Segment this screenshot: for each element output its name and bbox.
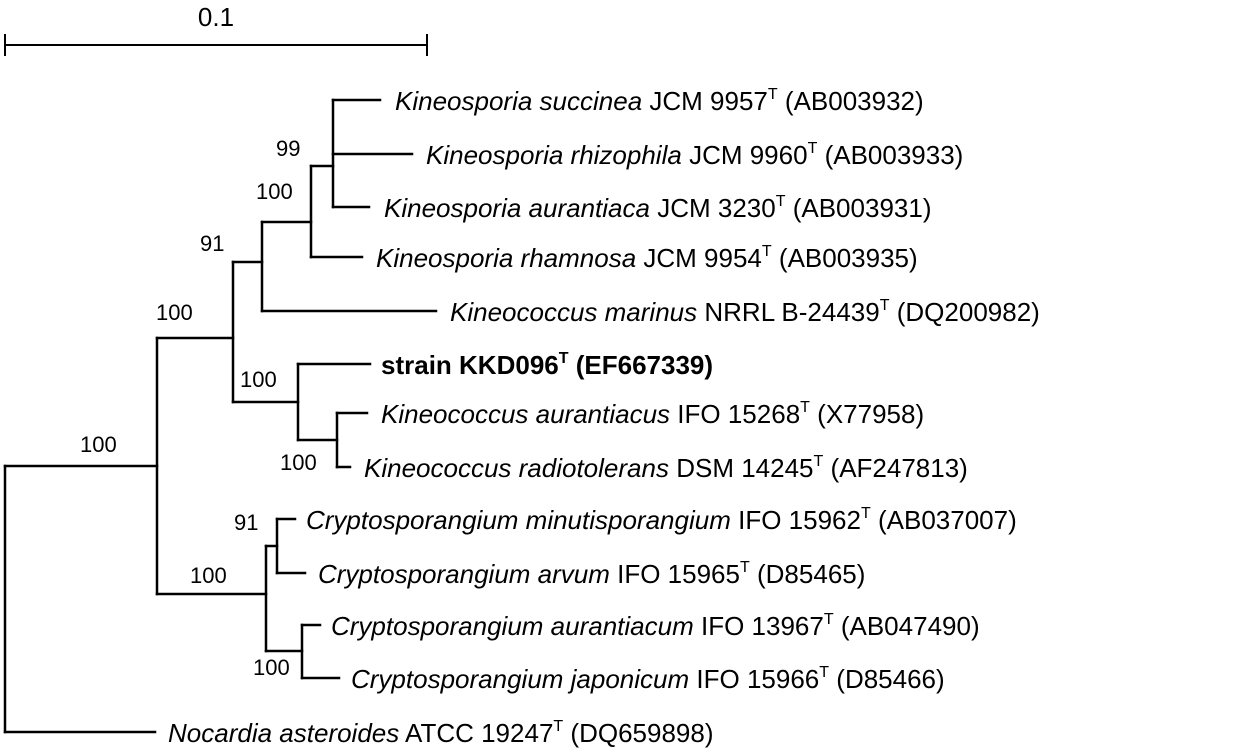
bootstrap-value: 100 — [280, 450, 317, 475]
bootstrap-value: 91 — [200, 231, 224, 256]
bootstrap-value: 99 — [276, 136, 300, 161]
bootstrap-value: 100 — [156, 300, 193, 325]
taxon-label: Cryptosporangium arvum IFO 15965T (D8546… — [318, 559, 865, 589]
taxon-label: Cryptosporangium japonicum IFO 15966T (D… — [351, 664, 945, 694]
bootstrap-values: 99 100 91 100 100 100 100 91 100 100 — [80, 136, 317, 680]
terminal-branches — [3, 98, 438, 734]
taxon-label: Kineosporia rhizophila JCM 9960T (AB0039… — [426, 140, 963, 170]
bootstrap-value: 100 — [240, 367, 277, 392]
scale-bar: 0.1 — [4, 2, 428, 56]
bootstrap-value: 100 — [80, 432, 117, 457]
taxon-label: Cryptosporangium minutisporangium IFO 15… — [306, 505, 1017, 535]
taxon-label-strain-kkd096: strain KKD096T (EF667339) — [381, 350, 713, 380]
taxon-label: Kineosporia rhamnosa JCM 9954T (AB003935… — [376, 243, 918, 273]
taxon-label: Kineosporia succinea JCM 9957T (AB003932… — [395, 86, 924, 116]
bootstrap-value: 100 — [253, 655, 290, 680]
bootstrap-value: 91 — [234, 510, 258, 535]
taxon-label: Kineococcus marinus NRRL B-24439T (DQ200… — [450, 297, 1040, 327]
taxon-labels: Kineosporia succinea JCM 9957T (AB003932… — [168, 86, 1040, 748]
internal-branches — [3, 164, 339, 653]
taxon-label: Nocardia asteroides ATCC 19247T (DQ65989… — [168, 718, 714, 748]
taxon-label: Cryptosporangium aurantiacum IFO 13967T … — [331, 611, 980, 641]
scale-bar-label: 0.1 — [198, 2, 234, 32]
taxon-label: Kineococcus aurantiacus IFO 15268T (X779… — [381, 399, 924, 429]
bootstrap-value: 100 — [256, 179, 293, 204]
taxon-label: Kineococcus radiotolerans DSM 14245T (AF… — [364, 453, 968, 483]
bootstrap-value: 100 — [190, 563, 227, 588]
taxon-label: Kineosporia aurantiaca JCM 3230T (AB0039… — [384, 193, 931, 223]
